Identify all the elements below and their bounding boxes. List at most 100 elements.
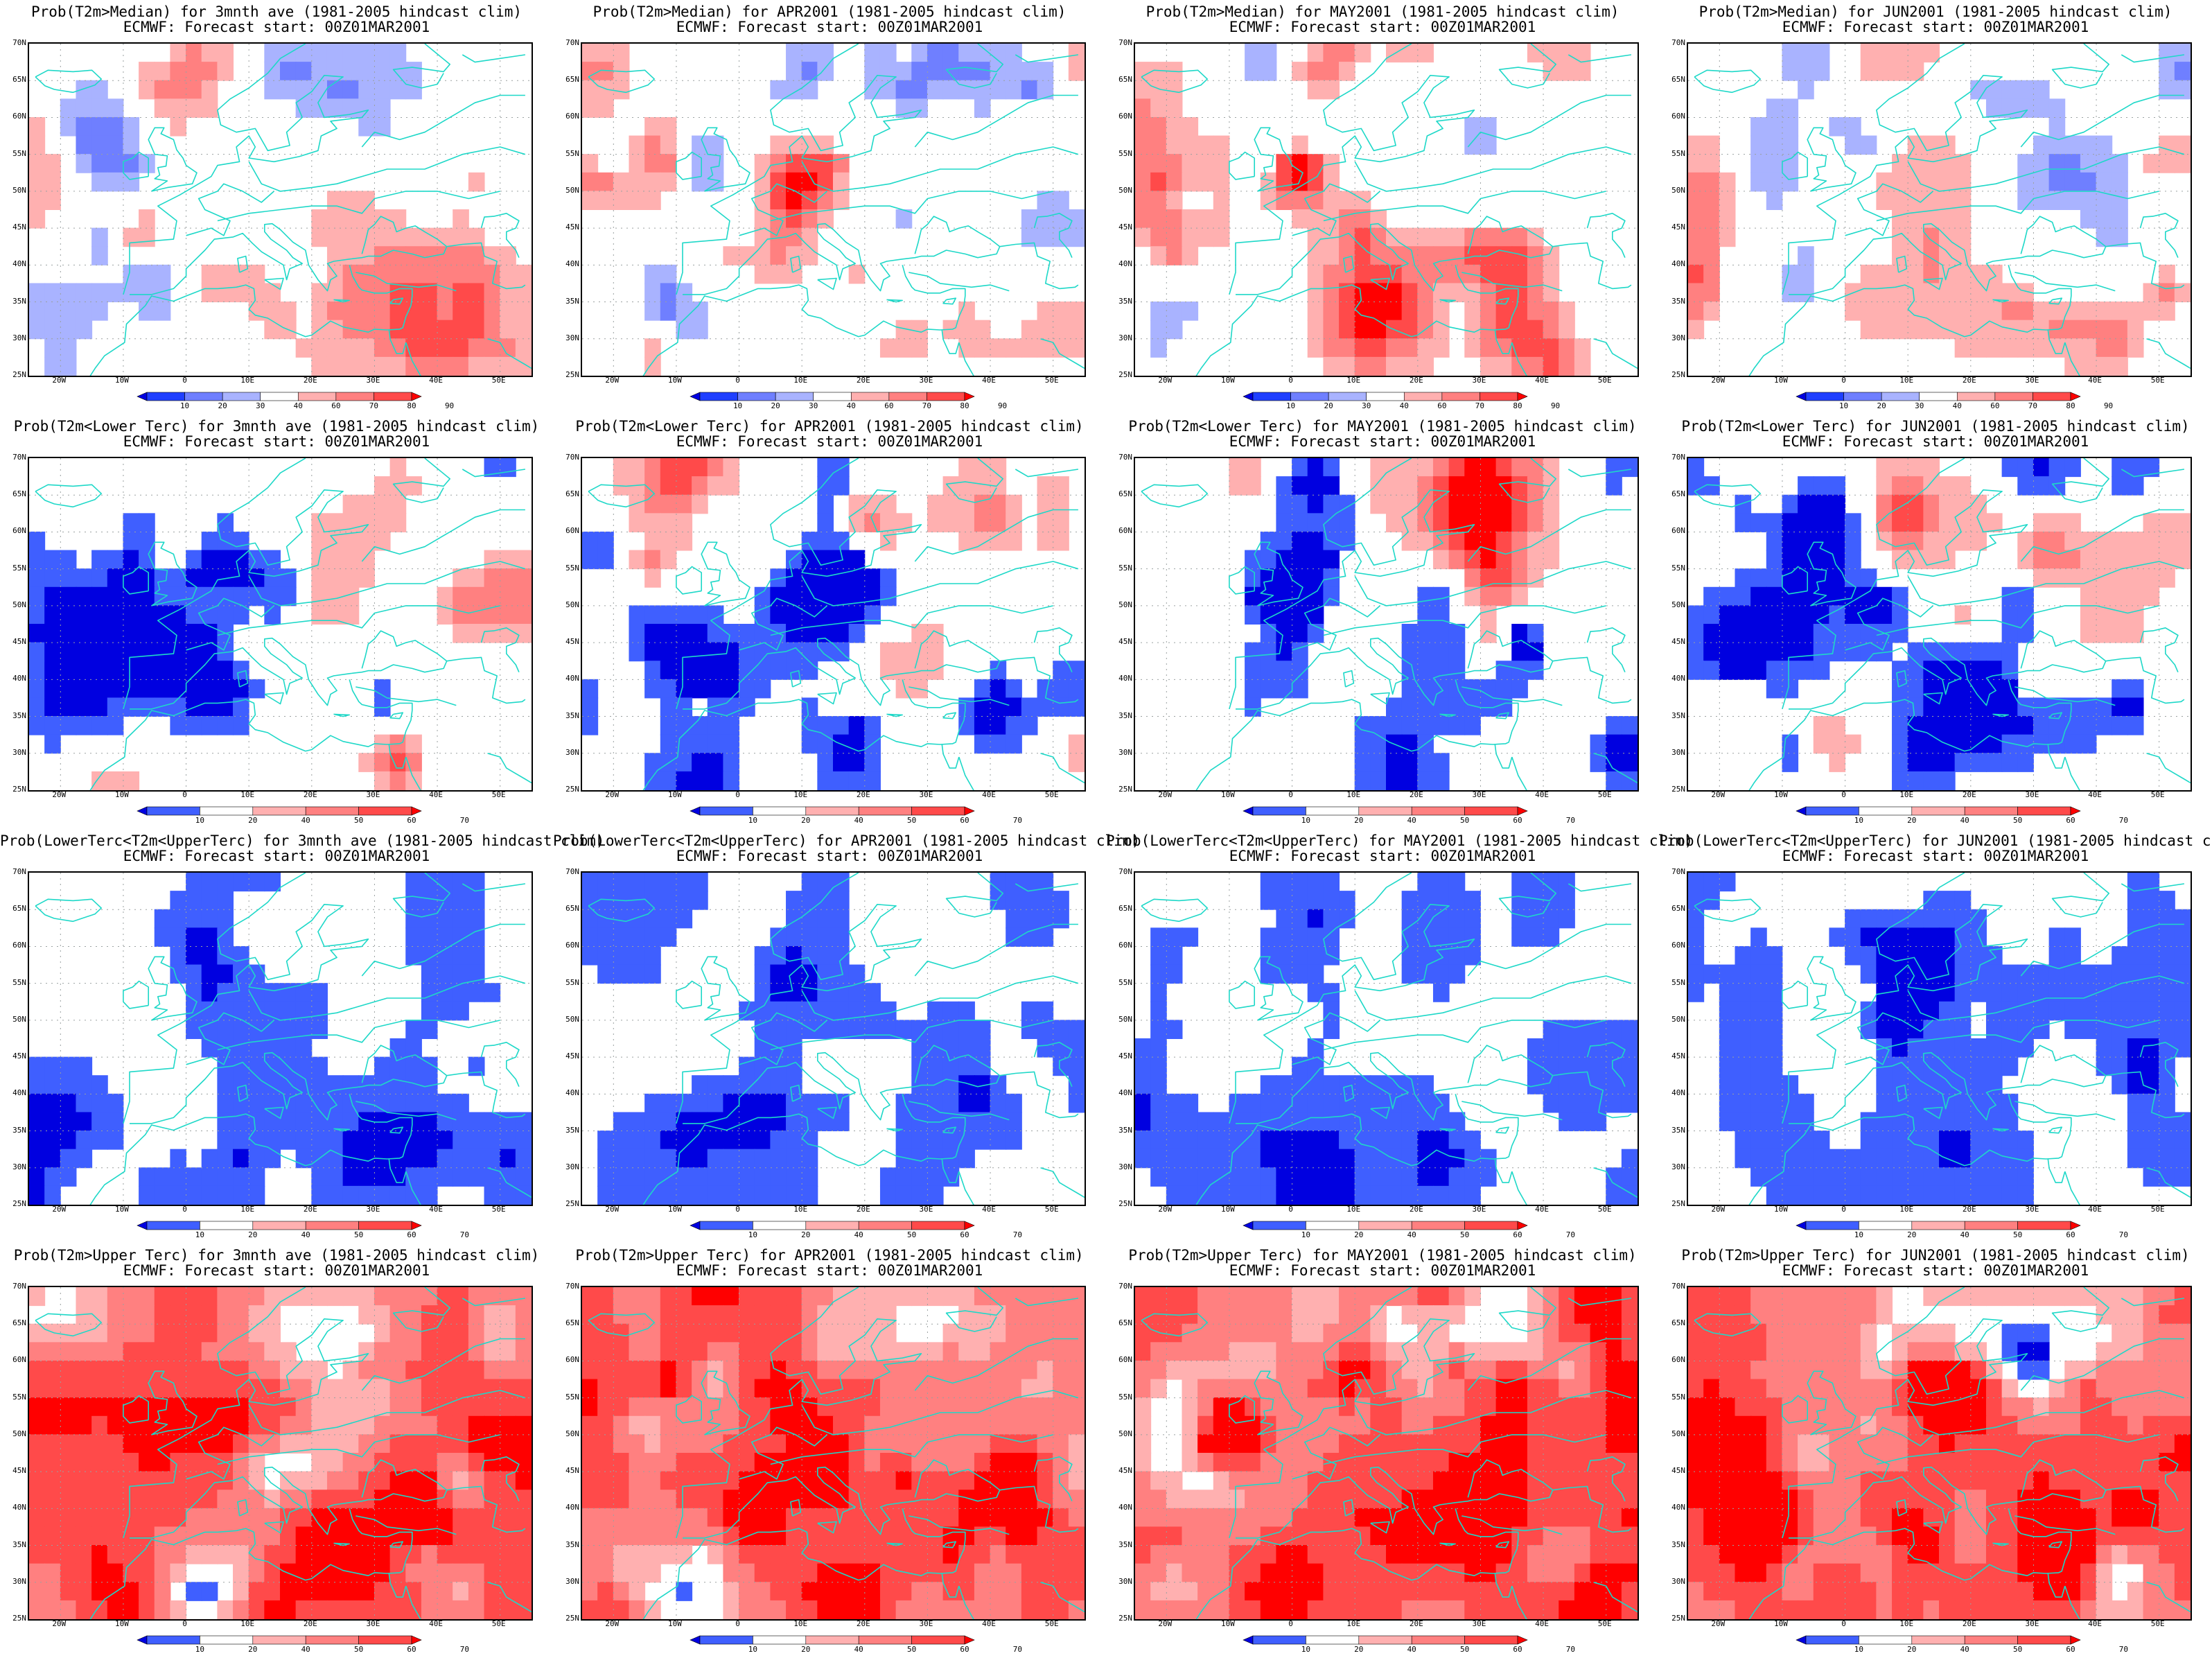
field-cell xyxy=(44,1582,61,1601)
field-cell xyxy=(468,1545,485,1564)
field-cell xyxy=(2143,302,2160,321)
field-cell xyxy=(1543,246,1560,265)
field-cell xyxy=(29,1131,46,1150)
coastline xyxy=(186,597,274,651)
probability-map xyxy=(28,1286,533,1621)
field-cell xyxy=(817,909,834,929)
coastline xyxy=(2051,44,2109,89)
field-cell xyxy=(770,1112,787,1132)
field-cell xyxy=(468,1508,485,1528)
field-cell xyxy=(233,1471,249,1491)
field-cell xyxy=(2159,1149,2175,1169)
field-cell xyxy=(389,1471,407,1491)
field-cell xyxy=(1401,697,1419,717)
field-cell xyxy=(1527,891,1544,910)
probability-field-svg xyxy=(1135,873,1638,1205)
field-cell xyxy=(248,1563,265,1583)
field-cell xyxy=(786,983,802,1002)
coastline xyxy=(588,898,655,923)
field-cell xyxy=(107,1287,124,1307)
field-cell xyxy=(990,513,1007,532)
field-cell xyxy=(2033,983,2050,1002)
field-cell xyxy=(484,1185,501,1205)
field-cell xyxy=(2143,891,2160,910)
field-cell xyxy=(468,1149,485,1169)
field-cell xyxy=(1892,1149,1908,1169)
coastline xyxy=(2048,1126,2062,1134)
field-cell xyxy=(1068,753,1085,772)
field-cell xyxy=(660,1453,677,1472)
field-cell xyxy=(515,1379,532,1399)
field-cell xyxy=(833,1415,850,1436)
field-cell xyxy=(1860,964,1877,984)
field-cell xyxy=(2048,531,2066,551)
field-cell xyxy=(582,1360,599,1380)
colorbar-bin xyxy=(1881,392,1920,401)
field-cell xyxy=(644,1323,661,1343)
field-cell xyxy=(453,283,469,303)
field-cell xyxy=(1939,302,1956,321)
probability-map xyxy=(581,1286,1086,1621)
field-cell xyxy=(1276,1149,1293,1169)
field-cell xyxy=(217,1075,234,1094)
field-cell xyxy=(1006,1434,1022,1454)
field-cell xyxy=(1688,476,1705,496)
field-cell xyxy=(358,80,375,100)
field-cell xyxy=(358,1287,375,1307)
field-cell xyxy=(1766,1112,1783,1132)
longitude-tick-label: 20W xyxy=(605,376,620,385)
field-cell xyxy=(1813,661,1830,680)
field-cell xyxy=(1354,1149,1371,1169)
field-cell xyxy=(1923,909,1940,929)
field-cell xyxy=(295,1131,313,1150)
field-cell xyxy=(2064,1001,2081,1021)
field-cell xyxy=(1037,62,1054,81)
latitude-tick-label: 30N xyxy=(12,747,26,757)
field-cell xyxy=(76,568,93,588)
latitude-tick-label: 50N xyxy=(12,1014,26,1024)
coastline xyxy=(945,44,1003,89)
field-cell xyxy=(217,1323,234,1343)
field-cell xyxy=(613,1131,630,1150)
coastline xyxy=(1462,272,1563,292)
field-cell xyxy=(1307,1167,1324,1187)
field-cell xyxy=(1021,1415,1038,1436)
field-cell xyxy=(801,80,818,100)
latitude-tick-label: 40N xyxy=(12,259,26,269)
field-cell xyxy=(421,873,438,892)
field-cell xyxy=(911,1287,928,1307)
field-cell xyxy=(76,1453,93,1472)
latitude-tick-label: 45N xyxy=(1118,1051,1132,1061)
longitude-tick-label: 40E xyxy=(2088,1205,2102,1214)
coastline xyxy=(2048,712,2062,719)
field-cell xyxy=(29,1379,46,1399)
field-cell xyxy=(2017,80,2034,100)
field-cell xyxy=(692,624,708,643)
field-cell xyxy=(801,154,818,173)
coastline xyxy=(886,1128,903,1132)
field-cell xyxy=(1923,494,1940,514)
field-cell xyxy=(437,1453,454,1472)
field-cell xyxy=(2112,1075,2128,1094)
field-cell xyxy=(374,1093,391,1113)
field-cell xyxy=(421,1545,438,1564)
field-cell xyxy=(1037,1020,1054,1039)
field-cell xyxy=(44,1600,61,1619)
field-cell xyxy=(660,154,677,173)
field-cell xyxy=(848,1415,866,1436)
field-cell xyxy=(248,1185,265,1205)
field-cell xyxy=(500,356,516,376)
field-cell xyxy=(1135,80,1152,100)
field-cell xyxy=(233,531,249,551)
field-cell xyxy=(1323,891,1340,910)
coastline xyxy=(1040,753,1085,784)
field-cell xyxy=(2048,338,2066,358)
colorbar-high-arrow xyxy=(1517,806,1528,816)
field-cell xyxy=(123,283,140,303)
field-cell xyxy=(139,513,155,532)
field-cell xyxy=(500,1112,516,1132)
field-cell xyxy=(1260,1093,1277,1113)
field-cell xyxy=(1954,964,1972,984)
coastline xyxy=(642,265,966,376)
